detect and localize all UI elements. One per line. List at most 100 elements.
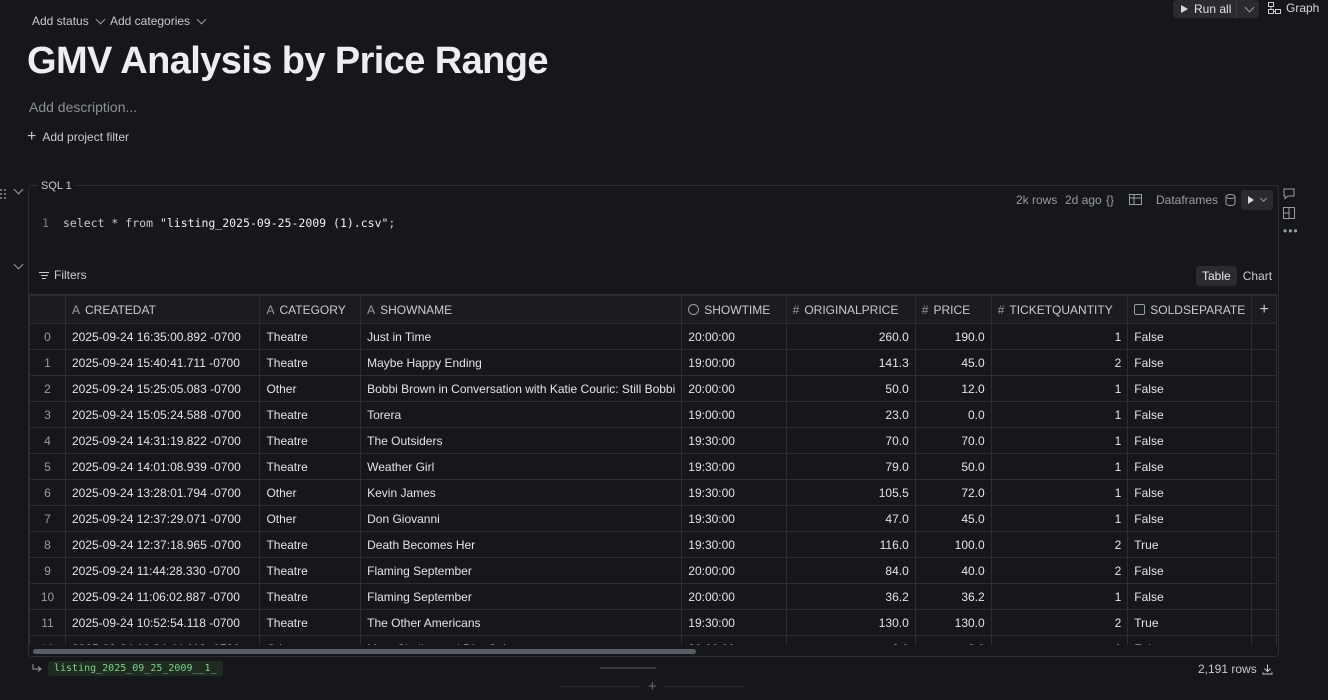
table-row[interactable]: 1 2025-09-24 15:40:41.711 -0700 Theatre May… <box>29 349 1277 376</box>
collapse-output-icon[interactable] <box>13 259 24 270</box>
table-cell[interactable]: Theatre <box>259 427 362 454</box>
table-cell[interactable]: 2025-09-24 10:52:54.118 -0700 <box>64 609 261 636</box>
more-options-icon[interactable]: ••• <box>1283 224 1299 238</box>
table-cell[interactable]: Bobbi Brown in Conversation with Katie C… <box>360 375 683 402</box>
table-cell[interactable]: 2025-09-24 15:05:24.588 -0700 <box>64 401 261 428</box>
table-cell[interactable]: False <box>1127 375 1253 402</box>
table-cell[interactable]: 2 <box>990 557 1129 584</box>
table-cell[interactable]: False <box>1127 505 1253 532</box>
table-cell[interactable]: 1 <box>990 583 1129 610</box>
table-cell[interactable]: 0.0 <box>914 401 992 428</box>
table-cell[interactable]: 2025-09-24 12:37:29.071 -0700 <box>64 505 261 532</box>
table-row[interactable]: 8 2025-09-24 12:37:18.965 -0700 Theatre Dea… <box>29 531 1277 558</box>
table-cell[interactable]: 23.0 <box>785 401 916 428</box>
table-cell[interactable]: True <box>1127 531 1253 558</box>
table-cell[interactable]: 105.5 <box>785 479 916 506</box>
table-cell[interactable]: 45.0 <box>914 349 992 376</box>
table-cell[interactable]: 19:30:00 <box>681 531 787 558</box>
tab-table[interactable]: Table <box>1196 266 1237 286</box>
table-cell[interactable]: 79.0 <box>785 453 916 480</box>
table-cell[interactable]: Theatre <box>259 583 362 610</box>
table-cell[interactable]: 1 <box>990 427 1129 454</box>
table-cell[interactable]: False <box>1127 401 1253 428</box>
table-cell[interactable]: 20:00:00 <box>681 635 787 645</box>
table-cell[interactable]: 2025-09-24 13:28:01.794 -0700 <box>64 479 261 506</box>
table-cell[interactable]: 2 <box>990 349 1129 376</box>
table-cell[interactable]: 2 <box>990 609 1129 636</box>
table-cell[interactable]: 2025-09-24 15:40:41.711 -0700 <box>64 349 261 376</box>
table-cell[interactable]: Theatre <box>259 401 362 428</box>
table-row[interactable]: 6 2025-09-24 13:28:01.794 -0700 Other Kevin… <box>29 479 1277 506</box>
table-cell[interactable]: 36.2 <box>914 583 992 610</box>
table-cell[interactable]: 2025-09-24 16:35:00.892 -0700 <box>64 323 261 350</box>
table-cell[interactable]: Weather Girl <box>360 453 683 480</box>
table-cell[interactable]: False <box>1127 453 1253 480</box>
table-cell[interactable]: 2025-09-24 12:37:18.965 -0700 <box>64 531 261 558</box>
table-cell[interactable]: Flaming September <box>360 557 683 584</box>
add-column-button[interactable]: + <box>1251 295 1277 324</box>
scrollbar-thumb[interactable] <box>33 649 696 654</box>
run-cell-button[interactable] <box>1241 190 1273 210</box>
table-row[interactable]: 0 2025-09-24 16:35:00.892 -0700 Theatre Jus… <box>29 323 1277 350</box>
table-cell[interactable]: 19:00:00 <box>681 401 787 428</box>
table-row[interactable]: 9 2025-09-24 11:44:28.330 -0700 Theatre Fla… <box>29 557 1277 584</box>
table-row[interactable]: 3 2025-09-24 15:05:24.588 -0700 Theatre Tor… <box>29 401 1277 428</box>
table-cell[interactable]: False <box>1127 557 1253 584</box>
table-cell[interactable]: Other <box>259 505 362 532</box>
table-cell[interactable]: 20:00:00 <box>681 583 787 610</box>
table-cell[interactable]: Kevin James <box>360 479 683 506</box>
table-cell[interactable]: Theatre <box>259 323 362 350</box>
filters-button[interactable]: Filters <box>39 268 87 282</box>
table-cell[interactable]: 2025-09-24 14:31:19.822 -0700 <box>64 427 261 454</box>
dataframe-output[interactable]: listing_2025_09_25_2009__1_ <box>32 661 223 676</box>
table-icon[interactable] <box>1129 194 1142 205</box>
table-cell[interactable]: Don Giovanni <box>360 505 683 532</box>
horizontal-scrollbar[interactable] <box>29 648 1277 654</box>
table-cell[interactable]: The Outsiders <box>360 427 683 454</box>
table-cell[interactable]: 45.0 <box>914 505 992 532</box>
table-cell[interactable]: 2025-09-24 11:06:02.887 -0700 <box>64 583 261 610</box>
run-all-button[interactable]: Run all <box>1173 0 1259 18</box>
table-cell[interactable]: Other <box>259 479 362 506</box>
table-cell[interactable]: 130.0 <box>914 609 992 636</box>
table-cell[interactable]: 2025-09-24 15:25:05.083 -0700 <box>64 375 261 402</box>
table-cell[interactable]: 70.0 <box>785 427 916 454</box>
table-cell[interactable]: Torera <box>360 401 683 428</box>
add-cell-button[interactable]: + <box>648 678 657 695</box>
table-cell[interactable]: 2025-09-24 10:34:44.118 -0700 <box>64 635 261 645</box>
table-cell[interactable]: 72.0 <box>914 479 992 506</box>
column-header[interactable]: A CREATEDAT <box>64 295 261 324</box>
table-cell[interactable]: 190.0 <box>914 323 992 350</box>
table-cell[interactable]: 47.0 <box>785 505 916 532</box>
table-cell[interactable]: 84.0 <box>785 557 916 584</box>
table-cell[interactable]: Maybe Happy Ending <box>360 349 683 376</box>
dataframe-name[interactable]: listing_2025_09_25_2009__1_ <box>48 661 223 676</box>
table-cell[interactable]: 8.0 <box>785 635 916 645</box>
table-row[interactable]: 10 2025-09-24 11:06:02.887 -0700 Theatre Fl… <box>29 583 1277 610</box>
table-cell[interactable]: 260.0 <box>785 323 916 350</box>
table-cell[interactable]: Other <box>259 635 362 645</box>
table-cell[interactable]: False <box>1127 583 1253 610</box>
table-cell[interactable]: False <box>1127 427 1253 454</box>
table-cell[interactable]: Theatre <box>259 609 362 636</box>
download-icon[interactable] <box>1262 664 1273 675</box>
table-cell[interactable]: 12.0 <box>914 375 992 402</box>
table-cell[interactable]: 1 <box>990 323 1129 350</box>
table-cell[interactable]: False <box>1127 323 1253 350</box>
database-icon[interactable] <box>1225 194 1236 206</box>
column-header[interactable]: SHOWTIME <box>681 295 787 324</box>
table-cell[interactable]: 19:30:00 <box>681 427 787 454</box>
table-cell[interactable]: 1 <box>990 635 1129 645</box>
layout-icon[interactable] <box>1283 207 1295 219</box>
table-cell[interactable]: Other <box>259 375 362 402</box>
graph-button[interactable]: Graph <box>1268 1 1319 15</box>
table-row[interactable]: 5 2025-09-24 14:01:08.939 -0700 Theatre Wea… <box>29 453 1277 480</box>
page-title[interactable]: GMV Analysis by Price Range <box>27 40 549 82</box>
table-cell[interactable]: True <box>1127 609 1253 636</box>
table-cell[interactable]: 141.3 <box>785 349 916 376</box>
table-cell[interactable]: 8.0 <box>914 635 992 645</box>
table-cell[interactable]: 36.2 <box>785 583 916 610</box>
table-cell[interactable]: 1 <box>990 453 1129 480</box>
add-categories-button[interactable]: Add categories <box>110 14 207 28</box>
table-cell[interactable]: 70.0 <box>914 427 992 454</box>
